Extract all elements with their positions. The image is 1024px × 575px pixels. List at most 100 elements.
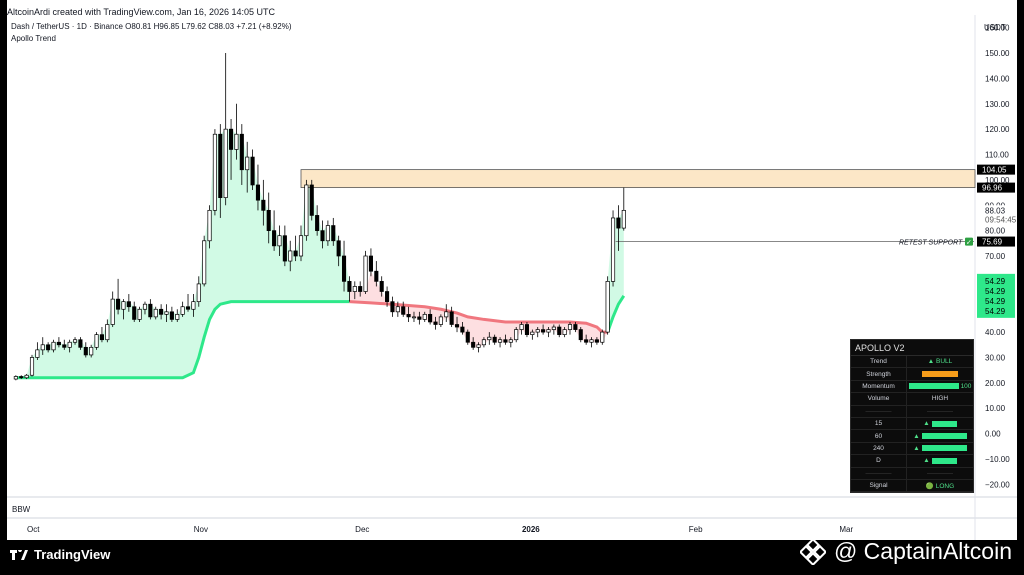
candle-up: [610, 217, 616, 282]
candle-down: [385, 291, 390, 303]
candle-down: [218, 133, 223, 199]
candle-up: [530, 331, 535, 335]
trend-level-badge: [977, 273, 1015, 318]
candle-up: [72, 339, 78, 343]
tradingview-logo-icon: [10, 549, 28, 560]
trend-fill: [15, 129, 350, 378]
candle-up: [508, 339, 513, 343]
candle-up: [164, 311, 169, 315]
ohlc-values: O80.81 H96.85 L79.62 C88.03 +7.21 (+8.92…: [125, 22, 292, 31]
apollo-trend-line-bull: [15, 300, 350, 380]
candle-up: [589, 339, 594, 343]
candle-up: [94, 334, 99, 348]
apollo-panel: APOLLO V2 Trend ▲ BULL Strength Momentum 100…: [850, 339, 974, 493]
bbw-pane-label[interactable]: BBW: [12, 505, 31, 514]
candle-down: [417, 316, 422, 320]
x-tick-label: Oct: [27, 525, 40, 534]
candle-down: [358, 286, 363, 292]
candle-down: [19, 376, 24, 379]
candle-up: [121, 301, 126, 310]
apollo-row: Volume HIGH: [851, 393, 973, 406]
candle-down: [99, 334, 104, 341]
check-icon: [965, 237, 973, 246]
candle-down: [239, 133, 244, 171]
candle-down: [250, 156, 255, 186]
candle-down: [578, 329, 583, 341]
candle-down: [169, 311, 174, 320]
zone-top-badge-text: 104.05: [982, 166, 1007, 175]
candle-down: [282, 235, 287, 262]
apollo-row: D ▲: [851, 455, 973, 468]
candle-up: [514, 329, 519, 341]
apollo-row-value: ————: [927, 407, 953, 415]
apollo-row-label: Trend: [851, 356, 907, 368]
apollo-row-value: ▲: [907, 418, 973, 429]
candle-down: [272, 230, 277, 247]
candle-down: [116, 298, 121, 310]
y-tick-label: 120.00: [985, 125, 1010, 134]
candle-down: [229, 128, 234, 150]
apollo-row-value: HIGH: [931, 395, 949, 403]
apollo-bar-value: 100: [960, 382, 972, 390]
candle-up: [245, 156, 250, 171]
candle-up: [325, 225, 330, 242]
candle-up: [180, 306, 185, 315]
attribution-text: AltcoinArdi created with TradingView.com…: [7, 7, 275, 17]
candle-up: [438, 316, 443, 325]
zone-bottom-badge-text: 96.96: [982, 184, 1003, 193]
apollo-row-label: D: [851, 455, 907, 467]
candle-down: [159, 308, 164, 315]
candle-down: [460, 326, 465, 333]
apollo-bar: [921, 445, 967, 452]
candle-down: [293, 250, 298, 257]
price-chart[interactable]: USDT160.00150.00140.00130.00120.00110.00…: [7, 0, 1017, 540]
zone-bottom-badge: [977, 182, 1015, 193]
candle-down: [309, 184, 314, 216]
candle-down: [261, 199, 266, 211]
candle-up: [535, 329, 540, 333]
apollo-row: 240 ▲: [851, 442, 973, 456]
apollo-bar: [908, 383, 959, 390]
candle-down: [449, 311, 454, 325]
candle-down: [374, 270, 379, 282]
candle-up: [444, 311, 449, 318]
apollo-bar: [921, 433, 967, 440]
symbol-name: Dash / TetherUS · 1D · Binance: [11, 22, 123, 31]
y-tick-label: 150.00: [985, 49, 1010, 58]
apollo-row: Trend ▲ BULL: [851, 356, 973, 369]
candle-up: [551, 326, 556, 330]
candle-up: [105, 324, 110, 341]
candle-up: [600, 331, 605, 343]
candle-down: [132, 306, 137, 320]
symbol-legend[interactable]: Dash / TetherUS · 1D · Binance O80.81 H9…: [11, 22, 291, 31]
candle-up: [13, 376, 18, 380]
candle-up: [476, 344, 481, 348]
candle-up: [137, 308, 142, 320]
candle-up: [212, 133, 217, 211]
apollo-row-label: ————: [851, 405, 907, 417]
candle-up: [40, 344, 45, 351]
support-badge: [977, 236, 1015, 247]
watermark: @ CaptainAltcoin: [799, 538, 1012, 565]
candle-up: [546, 329, 551, 333]
trend-fill-bearish: [349, 271, 608, 348]
currency-label: USDT: [984, 23, 1006, 32]
candle-up: [234, 133, 239, 150]
tradingview-logo: TradingView: [10, 547, 110, 562]
candle-up: [51, 341, 56, 351]
apollo-row-label: Signal: [851, 479, 907, 492]
candle-down: [379, 281, 384, 292]
candle-down: [255, 184, 261, 201]
current-price-text: 88.03: [985, 206, 1006, 215]
y-tick-label: 20.00: [985, 379, 1006, 388]
indicator-legend[interactable]: Apollo Trend: [11, 34, 56, 43]
apollo-row-value: ▲: [907, 443, 973, 454]
apollo-row: 15 ▲: [851, 417, 973, 431]
candle-down: [266, 209, 271, 231]
candle-down: [56, 341, 61, 346]
apollo-row-value: ▲: [907, 455, 973, 466]
current-price-badge: [977, 205, 1015, 225]
apollo-row: 60 ▲: [851, 430, 973, 443]
candle-down: [503, 339, 508, 343]
candle-down: [401, 306, 406, 315]
